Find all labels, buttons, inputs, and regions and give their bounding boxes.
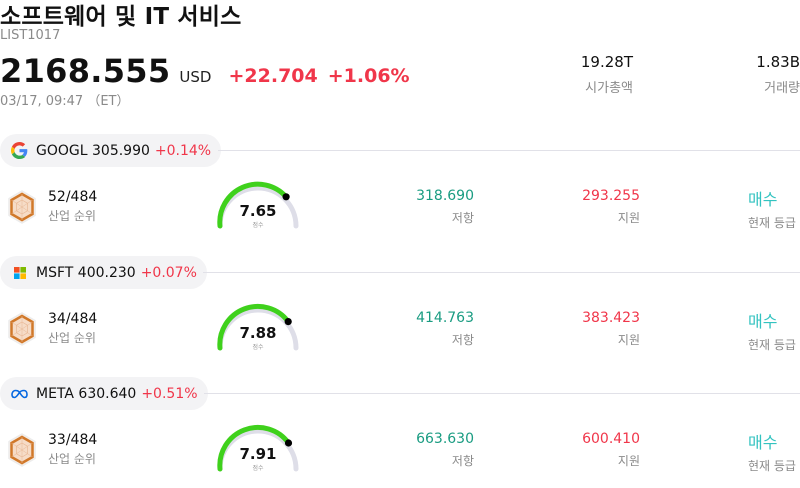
industry-rank-label: 산업 순위: [48, 209, 96, 223]
support-value: 600.410: [582, 431, 640, 447]
current-rating: 매수 현재 등급: [748, 308, 796, 353]
industry-rank-value: 34/484: [48, 311, 98, 327]
score-gauge: 7.88 점수: [213, 302, 303, 352]
support-value: 293.255: [582, 188, 640, 204]
stock-change-pct: +0.51%: [141, 385, 198, 402]
resistance-level: 414.763 저항: [416, 310, 474, 348]
stock-ticker: MSFT: [36, 264, 74, 281]
rating-label: 현재 등급: [748, 338, 796, 352]
market-cap-label: 시가총액: [585, 81, 633, 96]
support-label: 지원: [617, 333, 640, 347]
timestamp: 03/17, 09:47 （ET）: [0, 94, 130, 109]
price-row: 2168.555 USD +22.704 +1.06%: [0, 52, 410, 90]
stock-price: 305.990: [92, 142, 150, 159]
volume-stat: 1.83B 거래량: [756, 53, 800, 96]
market-cap-stat: 19.28T 시가총액: [581, 53, 633, 96]
market-cap-value: 19.28T: [580, 53, 633, 71]
rating-label: 현재 등급: [748, 216, 796, 230]
stock-chip-googl[interactable]: GOOGL 305.990 +0.14%: [0, 134, 222, 167]
rating-value: 매수: [748, 312, 778, 331]
resistance-value: 663.630: [416, 431, 474, 447]
score-label: 점수: [252, 222, 264, 229]
microsoft-logo-icon: [11, 264, 28, 281]
stock-price: 400.230: [77, 264, 136, 281]
page-title: 소프트웨어 및 IT 서비스: [0, 4, 242, 30]
price-change: +22.704: [228, 65, 318, 87]
score-label: 점수: [252, 344, 264, 351]
stock-item-msft[interactable]: MSFT 400.230 +0.07% 34/484 산업 순위 7.88 점수…: [0, 256, 800, 376]
stock-change-pct: +0.14%: [154, 142, 212, 159]
stock-ticker: GOOGL: [36, 142, 88, 159]
industry-rank-hexagon-icon: [8, 312, 36, 346]
divider: [204, 393, 800, 394]
price-change-pct: +1.06%: [327, 65, 410, 87]
industry-rank-hexagon-icon: [8, 190, 36, 224]
stock-chip-meta[interactable]: META 630.640 +0.51%: [0, 377, 208, 410]
score-value: 7.91: [239, 445, 277, 463]
rating-label: 현재 등급: [748, 459, 796, 473]
index-price: 2168.555: [0, 52, 171, 90]
current-rating: 매수 현재 등급: [748, 186, 796, 231]
industry-rank-value: 52/484: [48, 189, 98, 205]
rating-value: 매수: [748, 433, 778, 452]
divider: [218, 150, 800, 151]
currency: USD: [179, 68, 212, 86]
resistance-label: 저항: [451, 211, 474, 225]
industry-rank-label: 산업 순위: [48, 452, 96, 466]
resistance-level: 318.690 저항: [416, 188, 474, 226]
resistance-level: 663.630 저항: [416, 431, 474, 469]
divider: [203, 272, 800, 273]
support-label: 지원: [617, 454, 640, 468]
stock-change-pct: +0.07%: [140, 264, 197, 281]
industry-rank-label: 산업 순위: [48, 331, 96, 345]
support-label: 지원: [617, 211, 640, 225]
current-rating: 매수 현재 등급: [748, 429, 796, 474]
resistance-value: 318.690: [416, 188, 474, 204]
resistance-label: 저항: [451, 333, 474, 347]
meta-logo-icon: [11, 385, 28, 402]
rating-value: 매수: [748, 190, 778, 209]
index-code: LIST1017: [0, 28, 61, 43]
stock-ticker: META: [36, 385, 74, 402]
stock-chip-msft[interactable]: MSFT 400.230 +0.07%: [0, 256, 207, 289]
score-gauge: 7.91 점수: [213, 423, 303, 473]
stock-item-googl[interactable]: GOOGL 305.990 +0.14% 52/484 산업 순위 7.65 점…: [0, 134, 800, 254]
resistance-value: 414.763: [416, 310, 474, 326]
score-value: 7.88: [239, 324, 277, 342]
support-level: 293.255 지원: [582, 188, 640, 226]
score-gauge: 7.65 점수: [213, 180, 303, 230]
stock-price: 630.640: [78, 385, 137, 402]
support-value: 383.423: [582, 310, 640, 326]
volume-value: 1.83B: [756, 53, 800, 71]
support-level: 383.423 지원: [582, 310, 640, 348]
industry-rank-value: 33/484: [48, 432, 98, 448]
volume-label: 거래량: [764, 81, 800, 96]
industry-rank-hexagon-icon: [8, 433, 36, 467]
resistance-label: 저항: [451, 454, 474, 468]
score-value: 7.65: [239, 202, 277, 220]
support-level: 600.410 지원: [582, 431, 640, 469]
stock-item-meta[interactable]: META 630.640 +0.51% 33/484 산업 순위 7.91 점수…: [0, 377, 800, 488]
google-logo-icon: [11, 142, 28, 159]
score-label: 점수: [252, 465, 264, 472]
